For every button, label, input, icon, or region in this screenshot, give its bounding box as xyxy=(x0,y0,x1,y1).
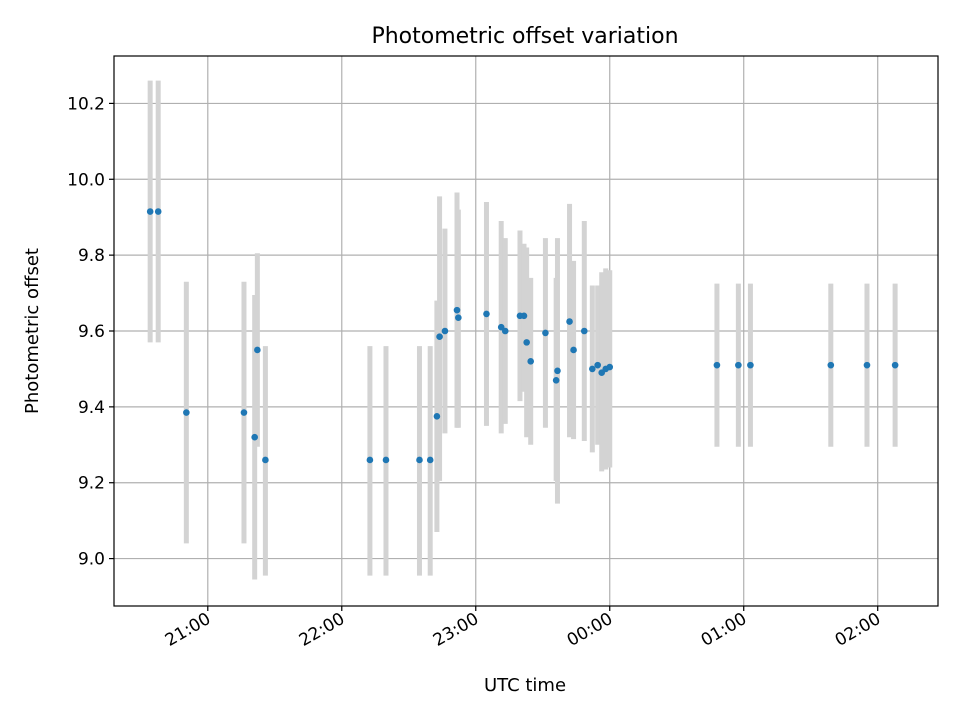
data-point xyxy=(594,361,601,369)
data-point xyxy=(483,310,490,318)
y-tick-label: 9.2 xyxy=(78,474,105,494)
data-point xyxy=(747,361,754,369)
data-point xyxy=(262,456,269,464)
data-point xyxy=(735,361,742,369)
data-point xyxy=(891,361,899,369)
y-axis: 9.0 9.2 9.4 9.6 9.8 10.0 10.2 xyxy=(67,94,114,570)
data-point xyxy=(254,346,261,354)
data-point xyxy=(523,339,530,346)
data-points xyxy=(146,208,899,464)
y-tick-label: 9.0 xyxy=(78,550,105,570)
data-point xyxy=(455,314,462,322)
chart-title: Photometric offset variation xyxy=(371,24,678,49)
data-point xyxy=(713,361,721,369)
data-point xyxy=(441,327,449,335)
data-point xyxy=(554,367,561,375)
y-tick-label: 9.8 xyxy=(78,246,105,266)
data-point xyxy=(570,346,577,354)
data-point xyxy=(501,327,509,335)
data-point xyxy=(520,312,528,320)
data-point xyxy=(382,456,390,464)
data-point xyxy=(589,365,596,373)
data-point xyxy=(552,377,560,384)
y-tick-label: 9.4 xyxy=(78,398,105,418)
data-point xyxy=(527,358,534,365)
data-point xyxy=(453,306,461,314)
data-point xyxy=(154,208,162,215)
data-point xyxy=(366,456,374,464)
data-point xyxy=(251,433,258,441)
x-axis-label: UTC time xyxy=(484,675,566,696)
data-point xyxy=(566,318,573,325)
data-point xyxy=(240,409,248,416)
data-point xyxy=(606,363,614,371)
data-point xyxy=(580,327,588,335)
data-point xyxy=(416,456,423,464)
y-tick-label: 10.0 xyxy=(67,170,105,190)
y-tick-label: 9.6 xyxy=(78,322,105,342)
data-point xyxy=(433,413,441,420)
data-point xyxy=(183,409,190,416)
data-point xyxy=(146,208,154,215)
data-point xyxy=(542,329,549,337)
y-tick-label: 10.2 xyxy=(67,94,105,114)
data-point xyxy=(863,361,871,369)
data-point xyxy=(426,456,434,464)
data-point xyxy=(436,333,443,340)
data-point xyxy=(827,361,835,369)
y-axis-label: Photometric offset xyxy=(22,248,43,414)
